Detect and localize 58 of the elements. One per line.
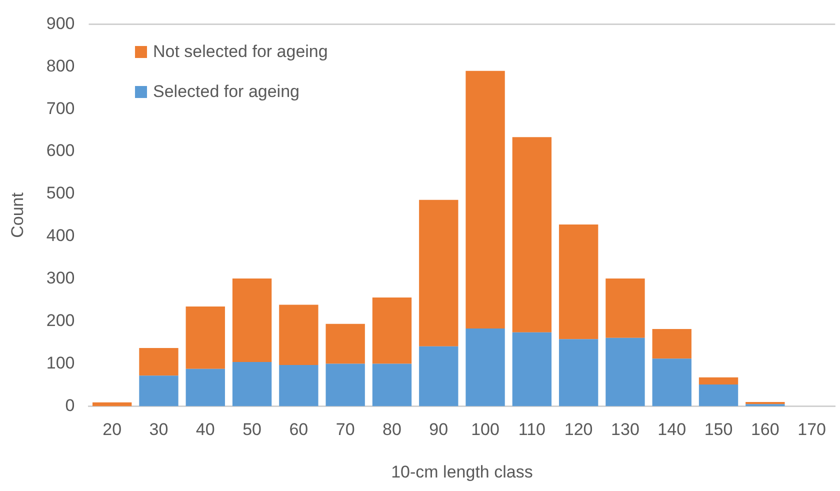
bar <box>326 324 365 364</box>
bar <box>232 278 272 362</box>
x-tick-label: 80 <box>382 420 402 440</box>
bar <box>279 365 318 406</box>
bar <box>326 364 365 406</box>
y-tick-label: 300 <box>46 268 75 288</box>
x-tick-label: 70 <box>336 420 355 440</box>
bar <box>279 304 318 366</box>
bar <box>186 368 225 406</box>
x-tick-label: 60 <box>289 420 308 440</box>
x-tick-label: 130 <box>611 420 640 440</box>
bar <box>419 346 458 406</box>
y-tick-label: 700 <box>46 98 75 118</box>
bar <box>466 328 505 406</box>
x-tick-label: 90 <box>429 420 448 440</box>
x-tick-label: 110 <box>518 420 546 440</box>
bar <box>466 70 505 329</box>
bar <box>652 358 692 406</box>
y-tick-label: 200 <box>46 311 75 330</box>
bar <box>746 402 785 404</box>
bar <box>372 364 412 406</box>
x-axis-title: 10-cm length class <box>391 462 533 482</box>
bar <box>92 402 132 406</box>
bar <box>652 328 692 359</box>
bar <box>558 224 598 340</box>
x-tick-label: 40 <box>196 420 215 440</box>
y-tick-label: 400 <box>46 226 75 246</box>
x-tick-label: 30 <box>149 420 168 440</box>
bar <box>606 338 645 406</box>
y-tick-label: 600 <box>46 141 75 160</box>
x-tick-label: 50 <box>242 420 262 440</box>
bar <box>512 332 552 406</box>
x-tick-label: 170 <box>798 420 826 440</box>
x-tick-label: 120 <box>564 420 593 440</box>
bar <box>139 376 178 406</box>
x-tick-label: 20 <box>102 420 122 440</box>
bar <box>139 348 178 376</box>
legend-label: Not selected for ageing <box>153 42 328 62</box>
bar <box>698 384 738 406</box>
x-tick-label: 140 <box>658 420 686 440</box>
x-tick-label: 160 <box>750 420 780 440</box>
x-tick-label: 150 <box>704 420 733 440</box>
legend-label: Selected for ageing <box>153 82 300 102</box>
bar <box>232 362 272 406</box>
bar <box>372 298 412 364</box>
bar <box>558 339 598 406</box>
y-tick-label: 100 <box>46 353 75 372</box>
bar <box>419 200 458 346</box>
bar <box>698 377 738 385</box>
y-tick-label: 900 <box>46 14 75 33</box>
y-axis-title: Count <box>8 192 27 238</box>
y-tick-label: 500 <box>46 184 75 203</box>
y-tick-label: 800 <box>46 56 75 76</box>
y-tick-label: 0 <box>65 396 75 415</box>
x-tick-label: 100 <box>471 420 500 440</box>
bar <box>186 306 225 369</box>
bar <box>512 137 552 332</box>
bar <box>606 278 645 338</box>
